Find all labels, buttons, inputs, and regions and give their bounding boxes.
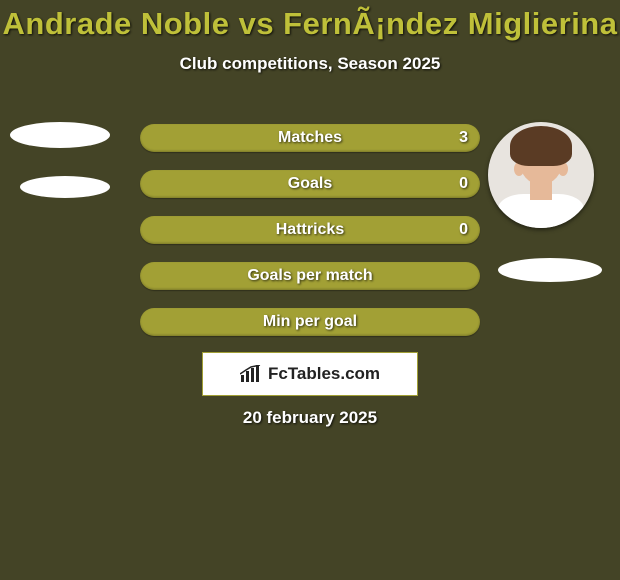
player-left-placeholder: [10, 122, 110, 226]
stat-row-min-per-goal: Min per goal: [140, 308, 480, 336]
comparison-card: Andrade Noble vs FernÃ¡ndez Miglierina C…: [0, 0, 620, 580]
stat-label: Goals per match: [140, 262, 480, 290]
page-title: Andrade Noble vs FernÃ¡ndez Miglierina: [0, 0, 620, 42]
stat-value-right: 0: [459, 170, 468, 198]
stats-bars: Matches 3 Goals 0 Hattricks 0 Goals per …: [140, 124, 480, 354]
player-right-avatar: [488, 122, 594, 228]
placeholder-oval: [498, 258, 602, 282]
brand-text: FcTables.com: [268, 364, 380, 384]
placeholder-oval: [20, 176, 110, 198]
placeholder-oval: [10, 122, 110, 148]
stat-row-goals-per-match: Goals per match: [140, 262, 480, 290]
avatar-hair: [510, 126, 572, 166]
subtitle: Club competitions, Season 2025: [0, 54, 620, 74]
stat-value-right: 0: [459, 216, 468, 244]
stat-label: Matches: [140, 124, 480, 152]
stat-label: Hattricks: [140, 216, 480, 244]
stat-row-hattricks: Hattricks 0: [140, 216, 480, 244]
date-label: 20 february 2025: [0, 408, 620, 428]
stat-row-matches: Matches 3: [140, 124, 480, 152]
stat-label: Goals: [140, 170, 480, 198]
bar-chart-icon: [240, 365, 262, 383]
stat-value-right: 3: [459, 124, 468, 152]
brand-badge: FcTables.com: [202, 352, 418, 396]
stat-label: Min per goal: [140, 308, 480, 336]
stat-row-goals: Goals 0: [140, 170, 480, 198]
